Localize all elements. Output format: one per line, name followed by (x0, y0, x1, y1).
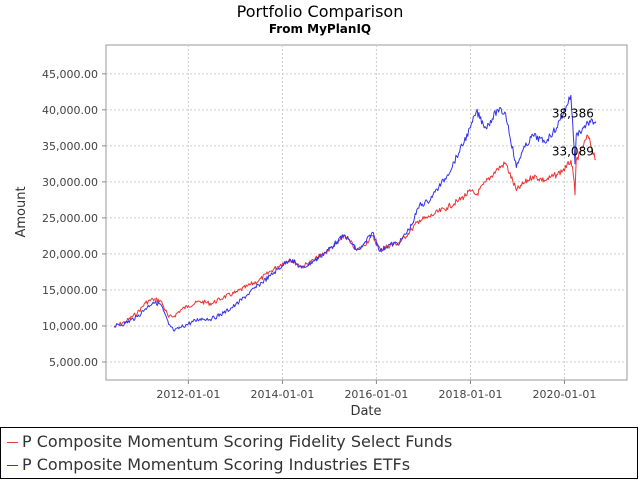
y-tick-label: 15,000.00 (42, 284, 98, 297)
y-tick-label: 25,000.00 (42, 212, 98, 225)
end-labels: 33,089 38,386 (552, 106, 594, 158)
legend-swatch-blue (7, 464, 18, 466)
end-label-industries: 38,386 (552, 106, 594, 120)
x-tick-label: 2018-01-01 (439, 388, 503, 401)
plot-area (105, 44, 628, 381)
y-tick-label: 5,000.00 (49, 356, 98, 369)
x-tick-label: 2012-01-01 (156, 388, 220, 401)
x-axis-ticks: 2012-01-01 2014-01-01 2016-01-01 2018-01-01… (156, 380, 596, 401)
legend-swatch-red (7, 441, 18, 443)
legend-item-industries: P Composite Momentum Scoring Industries … (7, 453, 410, 475)
legend-label-industries: P Composite Momentum Scoring Industries … (22, 454, 411, 474)
y-tick-label: 35,000.00 (42, 140, 98, 153)
y-tick-label: 20,000.00 (42, 248, 98, 261)
x-tick-label: 2016-01-01 (344, 388, 408, 401)
x-tick-label: 2020-01-01 (532, 388, 596, 401)
y-tick-label: 45,000.00 (42, 68, 98, 81)
chart: Portfolio Comparison From MyPlanIQ 5,000… (14, 2, 628, 419)
gridlines (106, 45, 627, 380)
y-axis-ticks: 5,000.00 10,000.00 15,000.00 20,000.00 25,00… (42, 68, 106, 369)
legend-label-fidelity: P Composite Momentum Scoring Fidelity Se… (22, 431, 453, 451)
series-lines (113, 94, 597, 332)
chart-subtitle: From MyPlanIQ (269, 22, 371, 36)
legend-item-fidelity: P Composite Momentum Scoring Fidelity Se… (7, 430, 452, 452)
y-tick-label: 10,000.00 (42, 320, 98, 333)
x-axis-label: Date (350, 404, 381, 419)
x-tick-label: 2014-01-01 (250, 388, 314, 401)
y-tick-label: 30,000.00 (42, 176, 98, 189)
y-tick-label: 40,000.00 (42, 104, 98, 117)
legend: P Composite Momentum Scoring Fidelity Se… (0, 427, 638, 479)
y-axis-label: Amount (14, 186, 29, 237)
chart-title: Portfolio Comparison (237, 2, 404, 21)
end-label-fidelity: 33,089 (552, 145, 594, 159)
series-line-industries (113, 94, 597, 332)
